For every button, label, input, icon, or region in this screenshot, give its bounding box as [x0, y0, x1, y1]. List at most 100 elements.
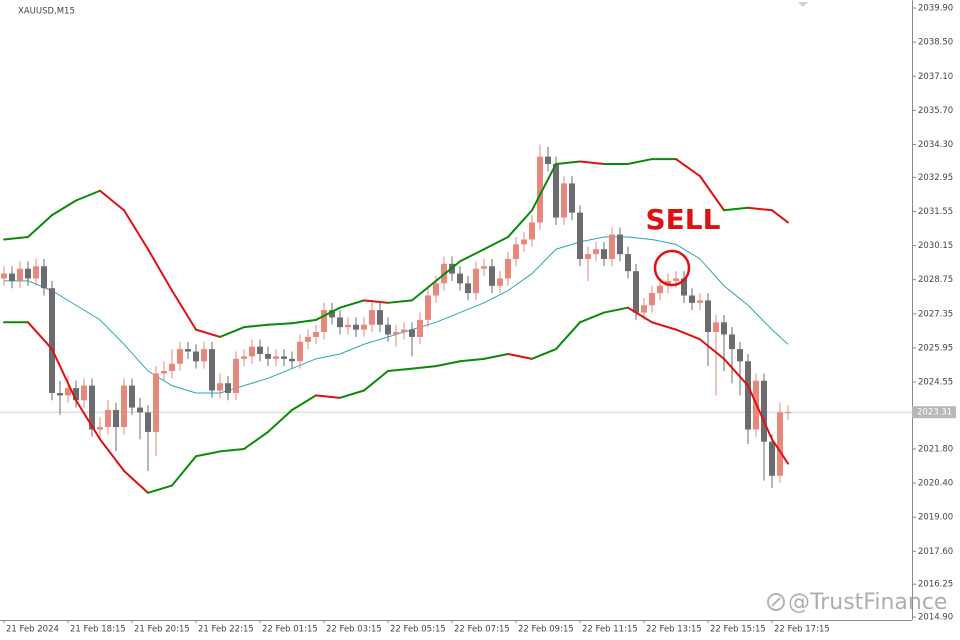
- band-upper-segment: [363, 299, 389, 304]
- y-tick-label: 2038.50: [918, 38, 953, 48]
- band-lower-segment: [627, 306, 653, 324]
- y-tick-label: 2031.55: [918, 207, 953, 217]
- band-upper-segment: [699, 175, 725, 212]
- candle-body: [561, 183, 567, 218]
- x-tick-label: 21 Feb 20:15: [134, 625, 190, 635]
- band-lower-segment: [435, 360, 461, 368]
- candle-body: [153, 373, 159, 432]
- candle-body: [289, 358, 295, 362]
- candle-body: [489, 266, 495, 286]
- candle-body: [33, 266, 39, 279]
- band-upper-segment: [459, 248, 485, 263]
- band-lower-segment: [315, 394, 341, 399]
- band-upper-segment: [507, 209, 533, 239]
- candle-body: [217, 383, 223, 391]
- candle-body: [377, 310, 383, 325]
- candle-body: [777, 412, 783, 476]
- chart-title: XAUUSD,M15: [18, 7, 75, 17]
- band-lower-segment: [171, 455, 197, 487]
- band-upper-segment: [123, 209, 149, 251]
- y-tick-label: 2017.60: [918, 547, 953, 557]
- y-tick-label: 2028.75: [918, 275, 953, 285]
- current-price-box: [912, 406, 956, 419]
- band-lower-segment: [219, 447, 245, 453]
- candle-body: [25, 268, 31, 279]
- candle-body: [201, 349, 207, 362]
- band-lower-segment: [747, 384, 773, 441]
- candle-body: [233, 358, 239, 393]
- x-tick-label: 22 Feb 13:15: [646, 625, 702, 635]
- candle-body: [769, 441, 775, 476]
- candle-body: [497, 278, 503, 286]
- candle-body: [521, 239, 527, 245]
- candle-body: [537, 156, 543, 223]
- band-lower-segment: [699, 338, 725, 360]
- candle-body: [545, 156, 551, 164]
- band-upper-segment: [723, 206, 749, 212]
- y-tick-label: 2039.90: [918, 4, 953, 14]
- candle-body: [481, 266, 487, 269]
- candle-body: [401, 329, 407, 333]
- x-tick-label: 22 Feb 03:15: [326, 625, 382, 635]
- candle-body: [585, 254, 591, 259]
- candle-body: [513, 244, 519, 259]
- candle-body: [353, 324, 359, 330]
- candle-body: [761, 380, 767, 442]
- candle-body: [785, 412, 791, 414]
- candle-body: [345, 324, 351, 328]
- band-lower-segment: [195, 450, 221, 458]
- candle-body: [569, 183, 575, 213]
- candle-body: [473, 268, 479, 294]
- y-tick-label: 2020.40: [918, 479, 953, 489]
- band-upper-segment: [387, 299, 413, 304]
- band-lower-segment: [339, 389, 365, 399]
- band-upper-segment: [219, 326, 245, 338]
- candle-body: [9, 273, 15, 281]
- y-tick-label: 2034.30: [918, 140, 953, 150]
- candle-body: [729, 334, 735, 350]
- candle-body: [169, 363, 175, 372]
- x-tick-label: 22 Feb 05:15: [390, 625, 446, 635]
- candle-body: [633, 271, 639, 313]
- candle-body: [657, 285, 663, 294]
- candle-body: [321, 310, 327, 333]
- band-upper-segment: [339, 299, 365, 309]
- annotation: SELL: [646, 203, 721, 236]
- candle-body: [193, 351, 199, 362]
- band-lower-segment: [651, 321, 677, 331]
- candle-body: [737, 349, 743, 362]
- band-lower-segment: [771, 438, 789, 465]
- watermark: @TrustFinance: [788, 590, 947, 615]
- band-upper-segment: [411, 279, 437, 302]
- y-tick-label: 2019.00: [918, 513, 953, 523]
- band-lower-segment: [243, 430, 269, 450]
- band-lower-segment: [603, 306, 629, 314]
- band-lower-segment: [675, 328, 701, 341]
- candle-body: [145, 412, 151, 432]
- band-upper-segment: [75, 189, 101, 202]
- band-lower-segment: [579, 311, 605, 324]
- candle-body: [433, 283, 439, 296]
- x-tick-label: 22 Feb 15:15: [710, 625, 766, 635]
- candle-body: [129, 385, 135, 408]
- band-upper-segment: [483, 236, 509, 251]
- band-upper-segment: [27, 214, 53, 239]
- candle-body: [409, 329, 415, 337]
- candle-body: [337, 317, 343, 328]
- candle-body: [49, 288, 55, 393]
- signal-circle: [653, 249, 691, 287]
- x-tick-label: 21 Feb 2024: [6, 625, 59, 635]
- candle-body: [721, 322, 727, 335]
- candle-body: [297, 341, 303, 362]
- band-upper-segment: [291, 318, 317, 325]
- band-upper-segment: [99, 189, 125, 212]
- band-upper-segment: [51, 199, 77, 217]
- candle-body: [617, 234, 623, 255]
- candle-body: [625, 254, 631, 272]
- x-tick-label: 22 Feb 17:15: [774, 625, 830, 635]
- candle-body: [281, 356, 287, 359]
- band-upper-segment: [627, 158, 653, 165]
- candle-body: [745, 361, 751, 430]
